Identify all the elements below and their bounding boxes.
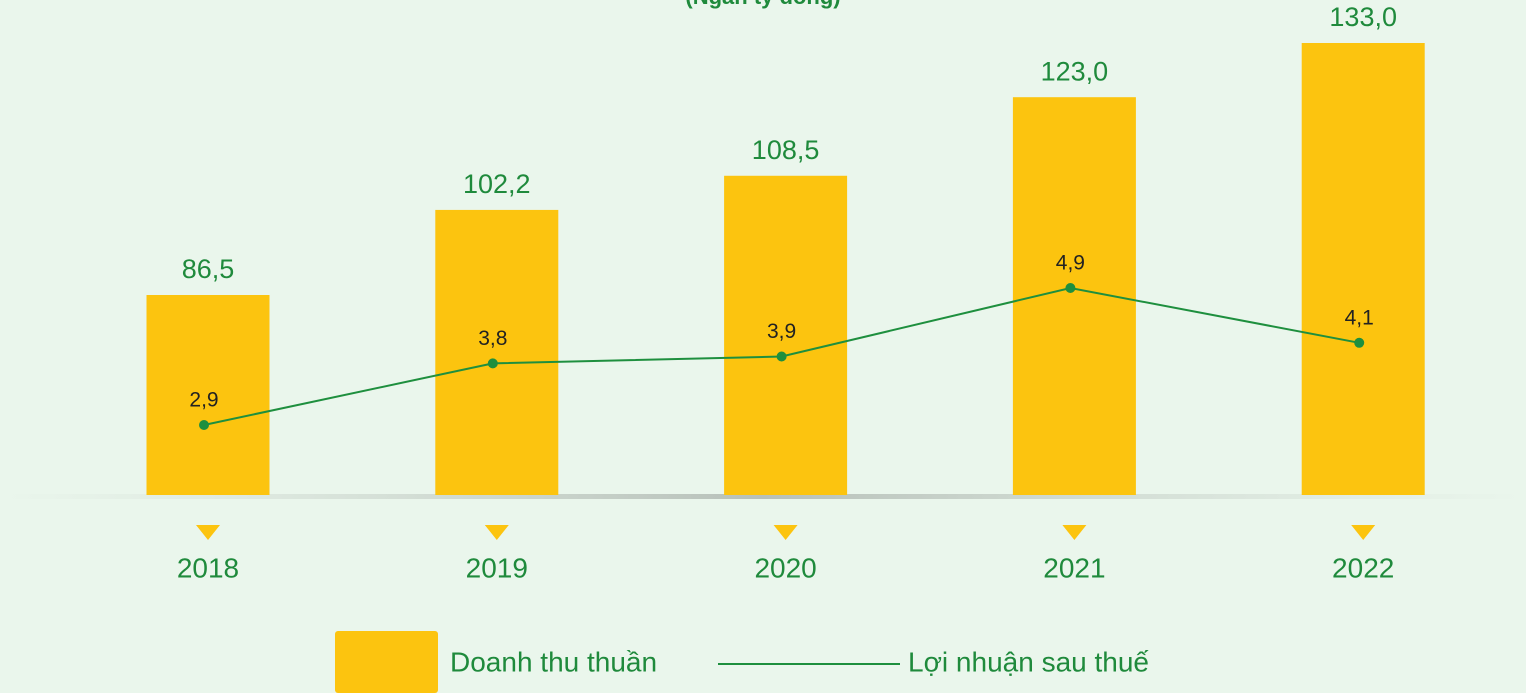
chart-subtitle: (Ngàn tỷ đồng)	[685, 0, 840, 9]
x-tick-marker	[484, 525, 509, 540]
bar-value-label: 86,5	[182, 254, 235, 284]
legend-label: Lợi nhuận sau thuế	[908, 646, 1149, 677]
line-value-label: 4,9	[1056, 252, 1085, 275]
bar	[435, 209, 559, 495]
x-tick-label: 2019	[466, 552, 528, 583]
legend-label: Doanh thu thuần	[450, 646, 657, 677]
x-tick-label: 2018	[177, 552, 239, 583]
x-tick-marker	[773, 525, 798, 540]
line-point	[487, 358, 498, 369]
bar-value-label: 108,5	[752, 135, 820, 165]
line-value-label: 4,1	[1345, 306, 1374, 329]
bar-value-label: 102,2	[463, 169, 531, 199]
x-tick-label: 2021	[1043, 552, 1105, 583]
legend-swatch	[335, 631, 438, 693]
line-point	[199, 420, 209, 430]
line-value-label: 3,9	[767, 320, 796, 343]
bar	[724, 175, 848, 495]
bar	[146, 295, 270, 495]
bar-value-label: 123,0	[1041, 56, 1109, 86]
x-tick-label: 2022	[1332, 552, 1394, 583]
line-point	[776, 351, 787, 362]
line-point	[1065, 283, 1076, 293]
bar-value-label: 133,0	[1329, 2, 1397, 32]
x-tick-marker	[1062, 525, 1087, 540]
baseline	[0, 494, 1526, 499]
line-value-label: 2,9	[189, 389, 218, 412]
x-tick-label: 2020	[754, 552, 816, 583]
line-point	[1354, 337, 1365, 348]
x-tick-marker	[196, 525, 220, 540]
bar	[1301, 43, 1425, 495]
x-tick-marker	[1351, 525, 1376, 540]
line-value-label: 3,8	[478, 327, 507, 350]
